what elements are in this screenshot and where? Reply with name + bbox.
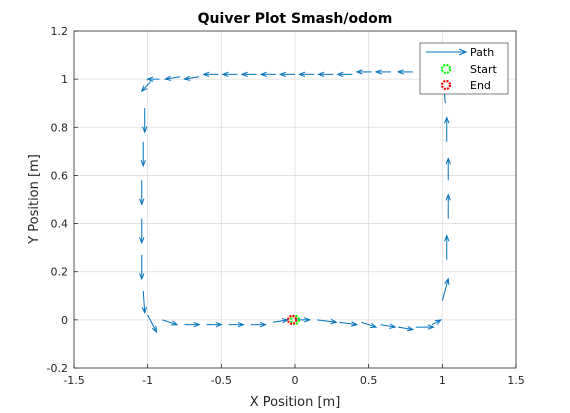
chart-title: Quiver Plot Smash/odom [198, 11, 393, 27]
legend-path-label: Path [470, 46, 494, 59]
x-tick-label: -1.5 [63, 374, 84, 387]
y-tick-label: 0.6 [51, 169, 69, 182]
legend-end-label: End [470, 79, 491, 92]
x-tick-label: 0 [292, 374, 299, 387]
x-tick-label: 1.5 [507, 374, 525, 387]
y-tick-label: 1 [61, 73, 68, 86]
x-tick-label: 0.5 [360, 374, 378, 387]
y-tick-label: -0.2 [47, 362, 68, 375]
legend: Path Start End [420, 43, 508, 94]
x-tick-label: -0.5 [211, 374, 232, 387]
x-axis-label: X Position [m] [250, 395, 341, 410]
y-tick-label: 1.2 [51, 25, 69, 38]
y-tick-label: 0.2 [51, 266, 69, 279]
y-axis-label: Y Position [m] [27, 154, 42, 245]
x-tick-label: -1 [142, 374, 153, 387]
y-tick-label: 0 [61, 314, 68, 327]
y-tick-label: 0.8 [51, 121, 69, 134]
legend-start-label: Start [470, 63, 498, 76]
y-tick-label: 0.4 [51, 218, 69, 231]
x-tick-label: 1 [439, 374, 446, 387]
